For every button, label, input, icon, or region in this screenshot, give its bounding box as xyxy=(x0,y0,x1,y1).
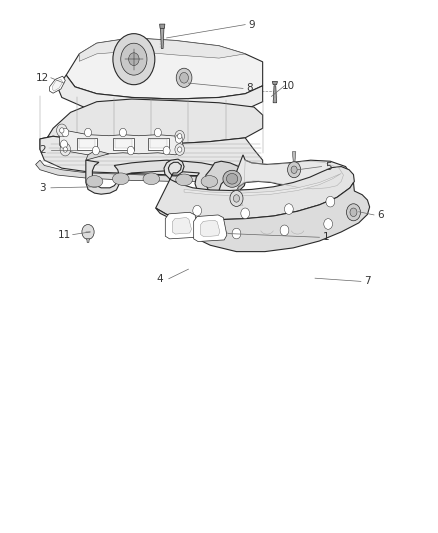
Text: 9: 9 xyxy=(248,20,255,30)
Text: 10: 10 xyxy=(283,81,295,91)
Circle shape xyxy=(57,124,67,137)
Text: 4: 4 xyxy=(157,274,163,284)
Circle shape xyxy=(291,166,297,173)
Circle shape xyxy=(129,53,139,66)
Polygon shape xyxy=(155,159,354,220)
Polygon shape xyxy=(159,24,165,28)
Polygon shape xyxy=(52,79,63,91)
Text: 8: 8 xyxy=(246,83,253,93)
Polygon shape xyxy=(165,212,198,239)
Polygon shape xyxy=(60,128,183,155)
Circle shape xyxy=(60,143,71,156)
Text: 2: 2 xyxy=(39,144,46,155)
Circle shape xyxy=(60,140,67,149)
Polygon shape xyxy=(205,161,246,195)
Polygon shape xyxy=(292,152,296,161)
Polygon shape xyxy=(115,139,132,149)
Polygon shape xyxy=(150,139,167,149)
Polygon shape xyxy=(49,76,65,93)
Polygon shape xyxy=(86,152,109,160)
Text: 1: 1 xyxy=(323,232,329,243)
Circle shape xyxy=(288,162,300,177)
Circle shape xyxy=(127,147,134,155)
Ellipse shape xyxy=(176,174,192,185)
Circle shape xyxy=(177,147,182,152)
Text: 3: 3 xyxy=(39,183,46,193)
Circle shape xyxy=(241,208,250,219)
Text: 11: 11 xyxy=(57,230,71,240)
Circle shape xyxy=(63,147,67,152)
Circle shape xyxy=(120,128,127,137)
Polygon shape xyxy=(40,99,263,150)
Circle shape xyxy=(82,224,94,239)
Circle shape xyxy=(85,128,92,137)
Circle shape xyxy=(232,228,241,239)
Circle shape xyxy=(193,205,201,216)
Circle shape xyxy=(175,144,184,156)
Circle shape xyxy=(233,195,240,202)
Circle shape xyxy=(121,43,147,75)
Text: 12: 12 xyxy=(35,73,49,83)
Circle shape xyxy=(175,131,184,142)
Circle shape xyxy=(285,204,293,214)
Ellipse shape xyxy=(226,173,238,184)
Polygon shape xyxy=(79,139,95,149)
Circle shape xyxy=(113,34,155,85)
Polygon shape xyxy=(273,86,277,103)
Ellipse shape xyxy=(223,170,241,187)
Polygon shape xyxy=(57,75,263,115)
Circle shape xyxy=(346,204,360,221)
Polygon shape xyxy=(86,160,223,194)
Circle shape xyxy=(154,128,161,137)
Circle shape xyxy=(180,72,188,83)
Circle shape xyxy=(163,147,170,155)
Polygon shape xyxy=(40,136,263,176)
Polygon shape xyxy=(172,217,191,234)
Circle shape xyxy=(230,190,243,206)
Polygon shape xyxy=(35,160,263,181)
Circle shape xyxy=(176,68,192,87)
Ellipse shape xyxy=(113,173,129,184)
Polygon shape xyxy=(87,238,89,243)
Ellipse shape xyxy=(143,173,159,184)
Circle shape xyxy=(326,196,335,207)
Circle shape xyxy=(177,134,182,139)
Circle shape xyxy=(62,128,69,137)
Text: 6: 6 xyxy=(377,210,384,220)
Text: 7: 7 xyxy=(364,277,371,286)
Circle shape xyxy=(92,147,99,155)
Polygon shape xyxy=(218,155,350,211)
Circle shape xyxy=(180,221,188,232)
Polygon shape xyxy=(194,215,227,241)
Text: 5: 5 xyxy=(325,161,332,172)
Polygon shape xyxy=(184,173,341,196)
Polygon shape xyxy=(272,82,278,85)
Circle shape xyxy=(175,135,182,143)
Polygon shape xyxy=(79,38,245,61)
Polygon shape xyxy=(77,138,97,150)
Polygon shape xyxy=(160,27,164,49)
Ellipse shape xyxy=(201,175,218,187)
Circle shape xyxy=(60,128,64,133)
Polygon shape xyxy=(155,182,370,252)
Polygon shape xyxy=(113,138,134,150)
Polygon shape xyxy=(148,138,169,150)
Polygon shape xyxy=(201,220,220,237)
Ellipse shape xyxy=(86,175,103,187)
Circle shape xyxy=(350,208,357,216)
Polygon shape xyxy=(66,38,263,99)
Circle shape xyxy=(280,225,289,236)
Circle shape xyxy=(324,219,332,229)
